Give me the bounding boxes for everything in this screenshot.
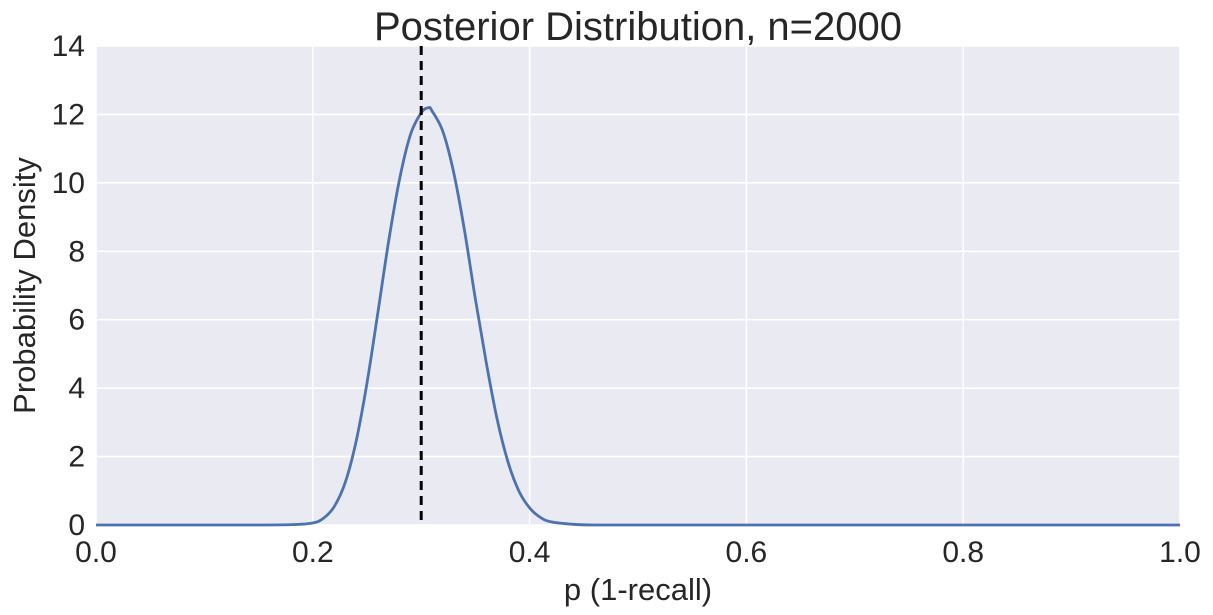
y-tick-label: 8 (68, 235, 85, 268)
x-tick-label: 0.8 (942, 536, 984, 569)
y-tick-label: 12 (52, 98, 85, 131)
y-axis-label: Probability Density (7, 157, 42, 414)
series-line (96, 106, 1180, 527)
chart-title: Posterior Distribution, n=2000 (374, 5, 902, 49)
y-tick-label: 14 (52, 30, 85, 63)
x-tick-label: 0.4 (509, 536, 551, 569)
y-gridlines (96, 45, 1180, 526)
y-tick-label: 6 (68, 304, 85, 337)
y-tick-labels: 0 2 4 6 8 10 12 14 (52, 30, 85, 542)
x-axis-label: p (1-recall) (564, 572, 712, 607)
y-tick-label: 10 (52, 167, 85, 200)
y-tick-label: 4 (68, 372, 85, 405)
y-tick-label: 0 (68, 509, 85, 542)
x-tick-label: 0.0 (75, 536, 117, 569)
x-tick-labels: 0.0 0.2 0.4 0.6 0.8 1.0 (75, 536, 1201, 569)
x-tick-label: 0.2 (292, 536, 334, 569)
x-tick-label: 1.0 (1159, 536, 1201, 569)
y-tick-label: 2 (68, 441, 85, 474)
x-tick-label: 0.6 (726, 536, 768, 569)
x-gridlines (95, 46, 1181, 525)
plot-background (96, 46, 1180, 525)
series-layer (96, 106, 1180, 527)
